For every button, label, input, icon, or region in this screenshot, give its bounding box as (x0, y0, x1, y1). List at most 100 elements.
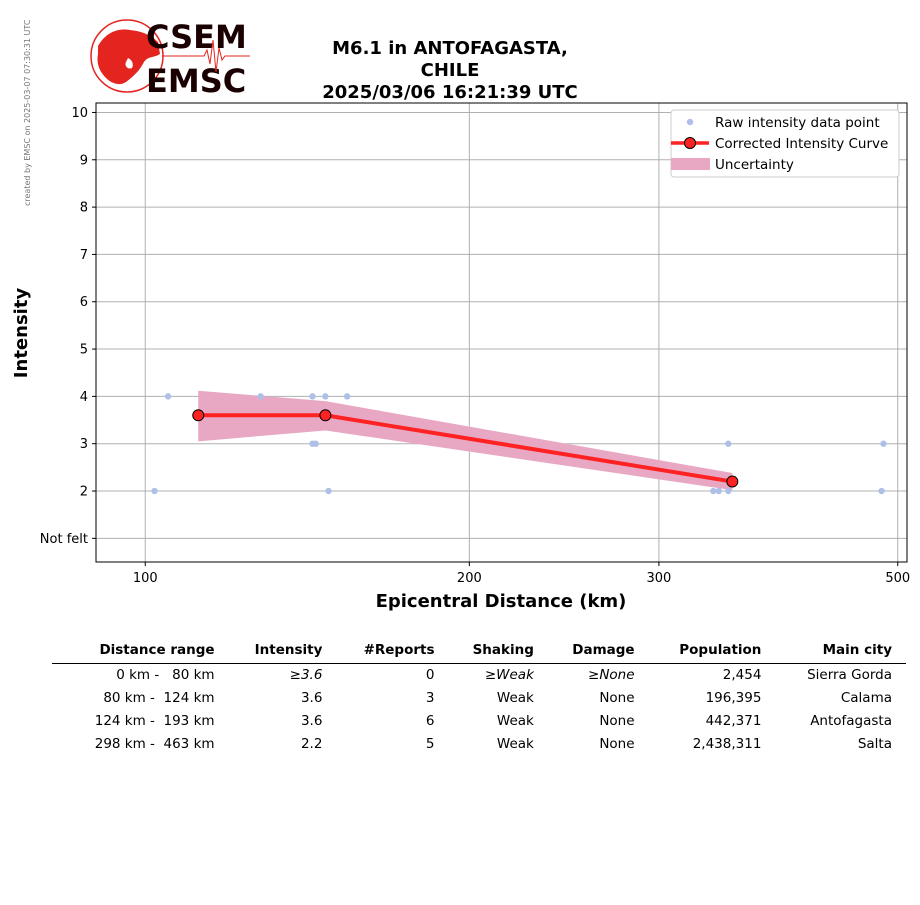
table-cell: Weak (496, 736, 534, 752)
table-cell: Sierra Gorda (807, 667, 892, 683)
table-cell: Antofagasta (810, 713, 892, 729)
raw-data-point (257, 393, 264, 400)
title-line-1: M6.1 in ANTOFAGASTA, CHILE (332, 38, 568, 81)
column-header: Main city (775, 640, 906, 664)
legend-curve-label: Corrected Intensity Curve (715, 136, 888, 152)
y-tick-label: 4 (80, 390, 88, 405)
plot-frame (95, 102, 908, 563)
uncertainty-band-group (198, 390, 733, 491)
table-row: 0 km - 80 km ≥3.6 0 ≥Weak ≥None 2,454 Sierra G… (52, 664, 906, 688)
table-header-row: Distance range Intensity #Reports Shaking Da… (52, 640, 906, 664)
raw-data-point (725, 440, 732, 447)
raw-data-point (151, 487, 158, 495)
table-cell: 0 km - 80 km (116, 667, 215, 683)
table-cell: 2,438,311 (692, 736, 762, 752)
table-cell: Weak (496, 713, 534, 729)
x-tick-label: 500 (885, 571, 910, 586)
table-cell: Calama (840, 690, 892, 706)
logo-csem: CSEM (146, 18, 247, 56)
raw-data-point (715, 487, 723, 495)
table-cell: 3 (425, 690, 435, 706)
table-cell: 80 km - 124 km (103, 690, 215, 706)
raw-data-point (710, 487, 717, 495)
table-cell: 3.6 (300, 713, 323, 729)
raw-data-point (725, 487, 732, 495)
table-cell: 5 (425, 736, 435, 752)
table-cell: 0 (425, 667, 435, 683)
raw-data-point (309, 393, 316, 400)
raw-data-point (325, 487, 332, 495)
table-cell: 124 km - 193 km (94, 713, 215, 729)
table-cell: None (599, 690, 635, 706)
table-cell: 3.6 (300, 690, 323, 706)
table-cell: Salta (857, 736, 892, 752)
credit-text: created by EMSC on 2025-03-07 07:30:31 U… (23, 19, 32, 206)
raw-data-point (880, 440, 887, 447)
y-tick-label: 3 (80, 437, 88, 452)
x-tick-label: 200 (457, 571, 482, 586)
y-axis-label: Intensity (11, 288, 32, 379)
column-header: Damage (547, 640, 649, 664)
y-tick-label: 2 (80, 485, 88, 500)
uncertainty-band (198, 390, 733, 491)
column-header: #Reports (336, 640, 449, 664)
legend-band-swatch (671, 158, 710, 170)
table-row: 298 km - 463 km 2.2 5 Weak None 2,438,311 Salt… (52, 733, 906, 756)
svg-text:created by EMSC on 2025-03-07: created by EMSC on 2025-03-07 07:30:31 U… (23, 19, 32, 206)
y-ticks: Not felt 2 3 4 5 6 7 8 9 10 (40, 106, 96, 547)
x-tick-label: 300 (646, 571, 671, 586)
curve-point (192, 409, 205, 422)
table-row: 80 km - 124 km 3.6 3 Weak None 196,395 Calama (52, 687, 906, 710)
curve-point (319, 409, 332, 422)
y-tick-label: 6 (80, 295, 88, 310)
table-cell: 442,371 (705, 713, 762, 729)
intensity-chart: 100 200 300 500 Not felt 2 3 4 5 6 7 8 9 10 Epicentr… (11, 102, 910, 612)
x-axis-label: Epicentral Distance (km) (376, 591, 627, 612)
table-body: 0 km - 80 km ≥3.6 0 ≥Weak ≥None 2,454 Sierra G… (52, 664, 906, 757)
table-cell: 2.2 (300, 736, 323, 752)
logo-seismogram-icon (162, 39, 250, 73)
legend-raw-label: Raw intensity data point (715, 115, 880, 131)
table-cell: 298 km - 463 km (94, 736, 215, 752)
emsc-logo: CSEM EMSC (90, 18, 250, 100)
raw-data-point (322, 393, 329, 400)
raw-data-point (343, 393, 351, 400)
intensity-table: Distance range Intensity #Reports Shaking Da… (52, 640, 906, 756)
table-row: 124 km - 193 km 3.6 6 Weak None 442,371 Antofa… (52, 710, 906, 733)
curve-point (726, 475, 739, 488)
y-tick-label: 9 (80, 153, 88, 168)
table-cell: ≥None (588, 667, 635, 683)
column-header: Population (648, 640, 776, 664)
title-line-2: 2025/03/06 16:21:39 UTC (322, 82, 578, 103)
table-cell: Weak (496, 690, 534, 706)
column-header: Shaking (448, 640, 548, 664)
table-cell: 6 (425, 713, 435, 729)
x-ticks: 100 200 300 500 (133, 562, 910, 586)
y-tick-label: 5 (80, 343, 88, 358)
raw-data-point (878, 487, 885, 495)
y-tick-label: 10 (71, 106, 88, 121)
y-tick-label: 8 (80, 201, 88, 216)
table-cell: None (599, 713, 635, 729)
y-tick-label: Not felt (40, 532, 88, 547)
legend: Raw intensity data point Corrected Inten… (670, 109, 900, 178)
legend-raw-marker (686, 118, 694, 126)
logo-map-icon (97, 29, 160, 85)
table-cell: 196,395 (705, 690, 762, 706)
chart-title: M6.1 in ANTOFAGASTA, CHILE 2025/03/06 16… (300, 38, 600, 104)
legend-band-label: Uncertainty (715, 157, 794, 173)
legend-curve-marker (684, 137, 696, 149)
x-tick-label: 100 (133, 571, 158, 586)
raw-data-point (164, 393, 172, 400)
column-header: Distance range (52, 640, 229, 664)
column-header: Intensity (228, 640, 337, 664)
y-tick-label: 7 (80, 248, 88, 263)
logo-emsc: EMSC (146, 62, 246, 100)
table-cell: 2,454 (722, 667, 762, 683)
table-cell: ≥Weak (484, 667, 534, 683)
raw-data-point (312, 440, 319, 447)
raw-points-group (151, 393, 887, 495)
curve-group (192, 409, 739, 488)
table-cell: ≥3.6 (289, 667, 323, 683)
table-cell: None (599, 736, 635, 752)
